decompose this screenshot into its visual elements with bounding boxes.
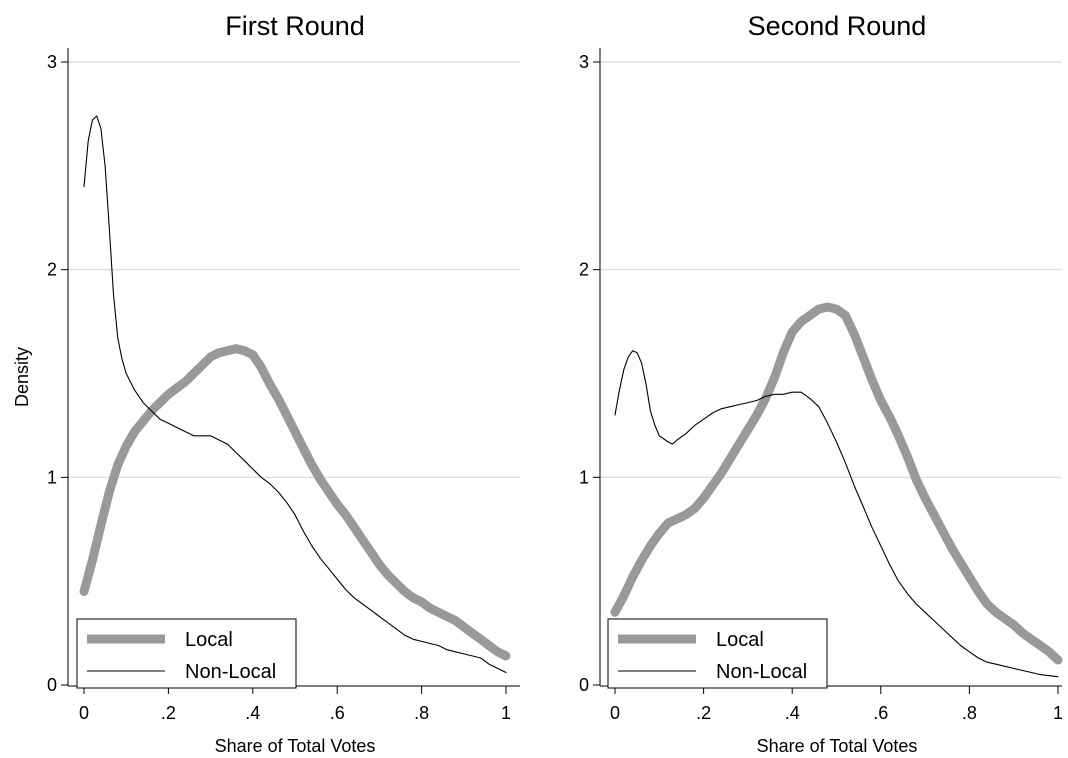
y-tick-label: 0 xyxy=(579,675,589,695)
x-tick-label: .2 xyxy=(696,703,711,723)
x-tick-label: .2 xyxy=(161,703,176,723)
x-tick-label: .8 xyxy=(414,703,429,723)
legend-box xyxy=(607,618,828,689)
legend-label-local: Local xyxy=(716,629,764,651)
legend-label-local: Local xyxy=(185,629,233,651)
legend-label-non-local: Non-Local xyxy=(185,661,276,683)
chart-title: Second Round xyxy=(748,11,927,41)
y-tick-label: 2 xyxy=(47,260,57,280)
y-tick-label: 1 xyxy=(579,467,589,487)
y-tick-label: 0 xyxy=(47,675,57,695)
grid xyxy=(68,61,520,478)
y-tick-label: 3 xyxy=(579,52,589,72)
grid xyxy=(600,61,1062,478)
x-tick-label: .8 xyxy=(962,703,977,723)
legend-label-non-local: Non-Local xyxy=(716,661,807,683)
legend-box xyxy=(76,618,297,689)
x-tick-label: 1 xyxy=(501,703,511,723)
chart-title: First Round xyxy=(225,11,365,41)
y-axis-label: Density xyxy=(12,347,32,407)
series-line-local xyxy=(79,344,511,661)
y-tick-label: 1 xyxy=(47,467,57,487)
x-tick-label: 1 xyxy=(1053,703,1063,723)
series-layer xyxy=(610,302,1063,678)
x-tick-label: 0 xyxy=(79,703,89,723)
panel-second-round: Second Round 0 1 2 3 0 .2 .4 .6 .8 1 Share of Tot… xyxy=(579,11,1063,756)
x-tick-label: .4 xyxy=(785,703,800,723)
panel-first-round: First Round 0 1 2 3 0 .2 .4 .6 .8 1 Share of Tota… xyxy=(12,11,520,756)
series-line-non-local xyxy=(83,115,507,674)
legend: Local Non-Local xyxy=(76,618,297,689)
y-tick-label: 2 xyxy=(579,260,589,280)
x-tick-label: .4 xyxy=(245,703,260,723)
series-line-non-local xyxy=(614,350,1059,678)
x-tick-label: 0 xyxy=(610,703,620,723)
series-layer xyxy=(79,115,511,674)
tick-labels: 0 1 2 3 0 .2 .4 .6 .8 1 xyxy=(47,52,511,723)
tick-labels: 0 1 2 3 0 .2 .4 .6 .8 1 xyxy=(579,52,1063,723)
legend: Local Non-Local xyxy=(607,618,828,689)
x-tick-label: .6 xyxy=(330,703,345,723)
series-line-local xyxy=(610,302,1063,665)
x-axis-label: Share of Total Votes xyxy=(757,736,918,756)
y-tick-label: 3 xyxy=(47,52,57,72)
x-tick-label: .6 xyxy=(873,703,888,723)
x-axis-label: Share of Total Votes xyxy=(215,736,376,756)
